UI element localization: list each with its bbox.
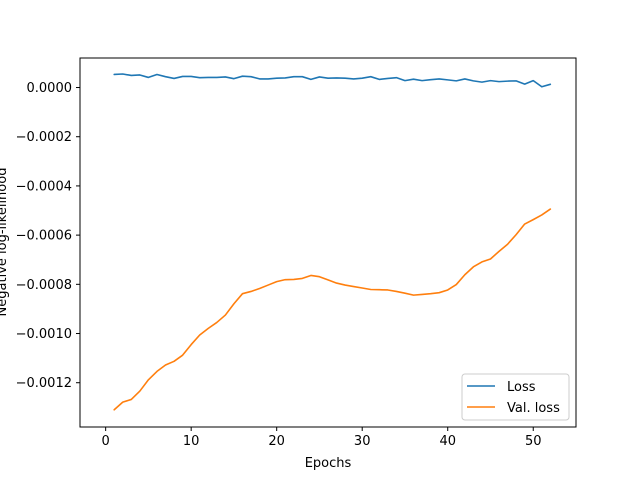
y-tick-label: −0.0006 bbox=[16, 229, 72, 244]
x-axis-label: Epochs bbox=[305, 456, 352, 471]
x-tick-label: 10 bbox=[183, 434, 200, 449]
x-axis-ticks: 0 10 20 30 40 50 bbox=[102, 427, 542, 449]
series-line-loss bbox=[113, 73, 552, 88]
plot-area bbox=[80, 58, 576, 427]
x-tick-label: 20 bbox=[268, 434, 285, 449]
x-tick-label: 50 bbox=[525, 434, 542, 449]
x-tick-label: 30 bbox=[354, 434, 371, 449]
series-layer bbox=[113, 73, 552, 411]
series-line-val-loss bbox=[113, 208, 552, 411]
plot-frame bbox=[79, 57, 577, 428]
legend: Loss Val. loss bbox=[461, 373, 570, 421]
x-tick-label: 0 bbox=[102, 434, 110, 449]
y-tick-label: −0.0012 bbox=[16, 376, 72, 391]
y-tick-label: 0.0000 bbox=[27, 81, 73, 96]
y-axis-ticks: 0.0000 −0.0002 −0.0004 −0.0006 −0.0008 −0.001… bbox=[16, 81, 80, 391]
legend-label-val-loss: Val. loss bbox=[507, 401, 560, 416]
y-tick-label: −0.0002 bbox=[16, 130, 72, 145]
y-tick-label: −0.0008 bbox=[16, 278, 72, 293]
y-tick-label: −0.0010 bbox=[16, 327, 72, 342]
y-axis-label: Negative log-likelihood bbox=[0, 168, 10, 317]
y-tick-label: −0.0004 bbox=[16, 179, 72, 194]
legend-label-loss: Loss bbox=[507, 380, 536, 395]
x-tick-label: 40 bbox=[439, 434, 456, 449]
